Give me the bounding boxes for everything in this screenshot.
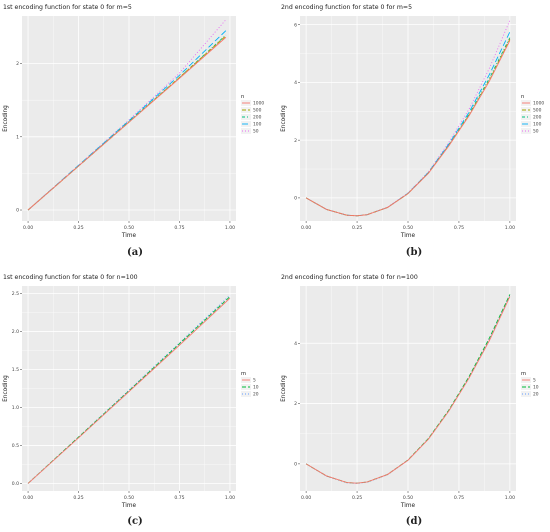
legend-key-bg: [241, 114, 251, 120]
chart-b: 2nd encoding function for state 0 for m=…: [281, 4, 544, 239]
y-axis-label: Encoding: [3, 375, 9, 402]
caption-a: (a): [127, 247, 143, 258]
x-tick-label: 1.00: [505, 495, 515, 501]
legend-label-10: 10: [533, 385, 539, 391]
x-tick-label: 0.00: [23, 225, 33, 231]
legend-label-20: 20: [533, 392, 539, 398]
x-axis-label: Time: [400, 233, 416, 239]
y-axis-label: Encoding: [3, 105, 9, 132]
y-axis-label: Encoding: [281, 105, 287, 132]
legend-label-200: 200: [253, 115, 262, 121]
legend-label-1000: 1000: [253, 101, 264, 107]
x-tick-label: 0.00: [301, 225, 311, 231]
y-tick-label: 0.0: [12, 481, 19, 487]
legend-label-200: 200: [533, 115, 542, 121]
x-tick-label: 0.75: [174, 495, 184, 501]
y-tick-label: 0: [16, 208, 19, 214]
y-tick-label: 2: [16, 61, 19, 67]
chart-title: 1st encoding function for state 0 for n=…: [3, 274, 138, 281]
series-line-1000: [27, 36, 227, 211]
x-tick-label: 0.25: [73, 225, 83, 231]
y-tick-label: 2.0: [12, 329, 19, 335]
x-tick-label: 0.75: [174, 225, 184, 231]
legend-label-5: 5: [253, 378, 256, 384]
y-tick-label: 1.5: [12, 367, 19, 373]
caption-b: (b): [405, 247, 423, 258]
y-tick-label: 0.5: [12, 443, 19, 449]
x-tick-label: 0.50: [124, 495, 134, 501]
x-tick-label: 1.00: [225, 225, 235, 231]
x-tick-label: 0.25: [352, 225, 362, 231]
chart-title: 1st encoding function for state 0 for m=…: [3, 4, 132, 11]
x-axis-label: Time: [121, 233, 137, 239]
chart-panel-b: 2nd encoding function for state 0 for m=…: [278, 0, 550, 245]
legend-label-50: 50: [533, 129, 539, 135]
chart-a: 1st encoding function for state 0 for m=…: [3, 4, 264, 239]
legend-label-10: 10: [253, 385, 259, 391]
x-tick-label: 1.00: [225, 495, 235, 501]
x-tick-label: 0.25: [73, 495, 83, 501]
y-tick-label: 6: [294, 22, 297, 28]
y-tick-label: 1.0: [12, 405, 19, 411]
x-tick-label: 0.50: [124, 225, 134, 231]
y-tick-label: 0: [294, 461, 297, 467]
legend-label-100: 100: [533, 122, 542, 128]
y-tick-label: 4: [294, 80, 297, 86]
chart-title: 2nd encoding function for state 0 for n=…: [281, 274, 418, 281]
legend-title: m: [521, 371, 526, 377]
y-axis-label: Encoding: [281, 375, 287, 402]
legend-title: n: [241, 94, 244, 100]
x-tick-label: 0.50: [403, 225, 413, 231]
caption-d: (d): [405, 516, 423, 527]
legend-key-bg: [521, 114, 531, 120]
x-axis-label: Time: [400, 503, 416, 509]
x-tick-label: 0.25: [352, 495, 362, 501]
legend-label-500: 500: [253, 108, 262, 114]
y-tick-label: 0: [294, 196, 297, 202]
y-tick-label: 2: [294, 401, 297, 407]
legend-label-1000: 1000: [533, 101, 544, 107]
y-tick-label: 2: [294, 138, 297, 144]
x-axis-label: Time: [121, 503, 137, 509]
chart-c: 1st encoding function for state 0 for n=…: [3, 274, 259, 509]
chart-panel-d: 2nd encoding function for state 0 for n=…: [278, 270, 550, 515]
y-tick-label: 1: [16, 134, 19, 140]
legend-label-100: 100: [253, 122, 262, 128]
x-tick-label: 0.00: [23, 495, 33, 501]
x-tick-label: 0.00: [301, 495, 311, 501]
legend-title: m: [241, 371, 246, 377]
caption-c: (c): [127, 516, 143, 527]
chart-panel-c: 1st encoding function for state 0 for n=…: [0, 270, 270, 515]
x-tick-label: 0.75: [454, 225, 464, 231]
legend-label-5: 5: [533, 378, 536, 384]
chart-d: 2nd encoding function for state 0 for n=…: [281, 274, 539, 509]
chart-title: 2nd encoding function for state 0 for m=…: [281, 4, 412, 11]
legend-label-20: 20: [253, 392, 259, 398]
y-tick-label: 4: [294, 341, 297, 347]
series-line-5: [305, 296, 511, 484]
legend-label-500: 500: [533, 108, 542, 114]
series-line-50: [27, 19, 227, 211]
series-line-1000: [305, 40, 511, 217]
series-line-5: [27, 297, 231, 484]
legend-title: n: [521, 94, 524, 100]
x-tick-label: 0.50: [403, 495, 413, 501]
legend-label-50: 50: [253, 129, 259, 135]
x-tick-label: 0.75: [454, 495, 464, 501]
chart-panel-a: 1st encoding function for state 0 for m=…: [0, 0, 270, 245]
x-tick-label: 1.00: [505, 225, 515, 231]
y-tick-label: 2.5: [12, 291, 19, 297]
